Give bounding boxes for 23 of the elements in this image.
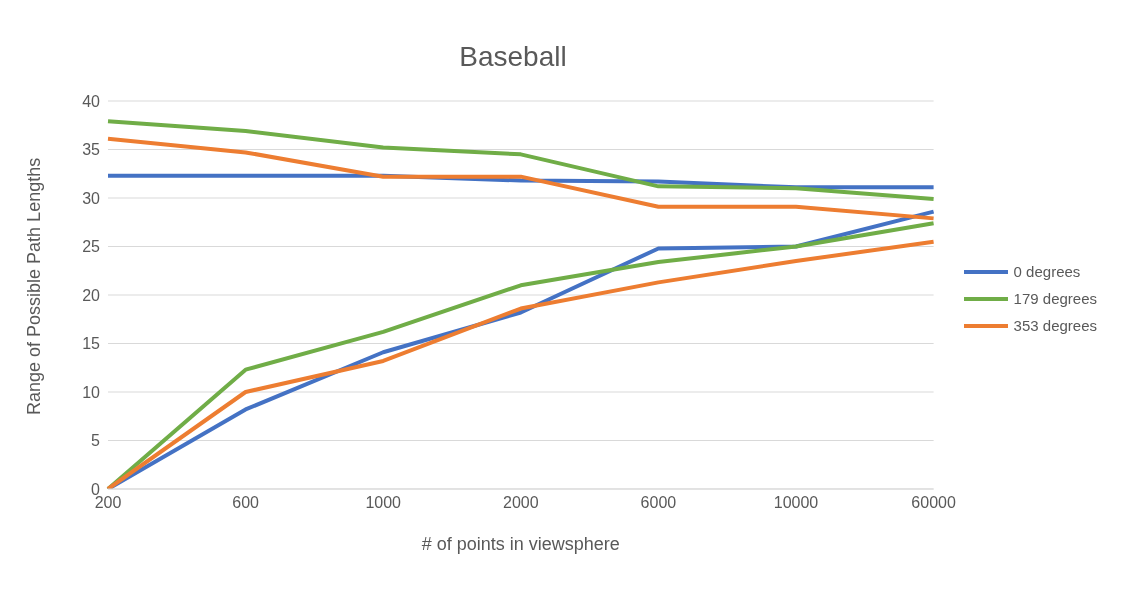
x-tick-label: 600	[232, 494, 260, 512]
legend-label: 353 degrees	[1013, 317, 1097, 334]
y-tick-label: 20	[82, 286, 101, 304]
y-axis-title: Range of Possible Path Lengths	[24, 157, 45, 415]
x-axis-title: # of points in viewsphere	[421, 533, 620, 554]
line-series	[106, 119, 936, 201]
y-tick-label: 40	[82, 92, 101, 110]
x-tick-label: 1000	[365, 494, 402, 512]
x-tick-label: 60000	[911, 494, 956, 512]
y-tick-label: 5	[91, 432, 101, 450]
x-tick-label: 2000	[503, 494, 539, 512]
chart-title: Baseball	[458, 41, 568, 73]
x-tick-label: 200	[94, 494, 122, 512]
x-tick-label: 10000	[773, 494, 819, 512]
y-tick-label: 10	[82, 383, 101, 401]
line-series	[106, 136, 936, 221]
y-tick-label: 15	[82, 335, 101, 353]
legend-label: 0 degrees	[1013, 263, 1081, 280]
x-tick-label: 6000	[640, 494, 677, 512]
legend-label: 179 degrees	[1013, 290, 1097, 307]
y-tick-label: 30	[82, 189, 101, 207]
y-tick-label: 35	[82, 141, 101, 159]
y-tick-label: 25	[82, 238, 101, 256]
